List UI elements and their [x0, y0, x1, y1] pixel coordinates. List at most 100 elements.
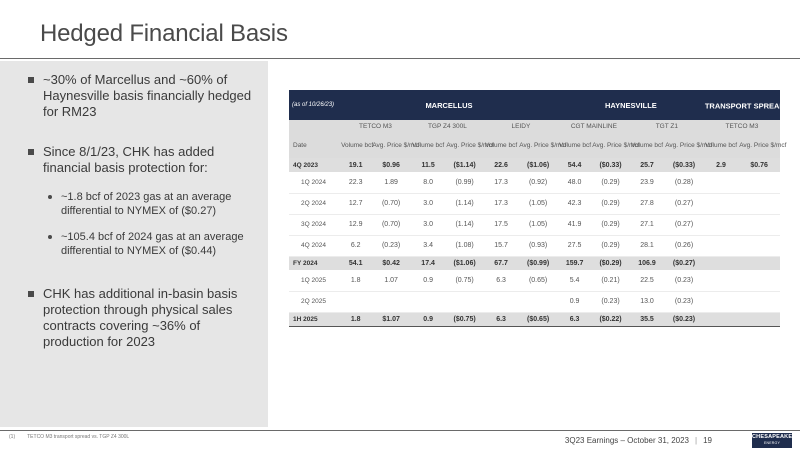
volume-cell: 17.5: [483, 214, 519, 236]
price-cell: (0.28): [664, 172, 704, 194]
volume-cell: 0.9: [410, 270, 446, 292]
table-row: 4Q 2023 19.1 $0.96 11.5 ($1.14) 22.6 ($1.06) 54…: [289, 158, 780, 172]
volume-cell: 13.0: [629, 291, 665, 313]
price-cell: (0.70): [371, 214, 411, 236]
price-cell: 1.07: [371, 270, 411, 292]
volume-cell: 11.5: [410, 158, 446, 172]
price-cell: (0.99): [445, 172, 484, 194]
volume-cell: 5.4: [557, 270, 592, 292]
price-cell: ($0.33): [591, 158, 630, 172]
volume-cell: 42.3: [557, 193, 592, 215]
bullet-text: ~30% of Marcellus and ~60% of Haynesvill…: [43, 72, 252, 119]
volume-cell: 28.1: [629, 235, 665, 257]
volume-cell: 22.6: [483, 158, 519, 172]
volume-cell: [703, 214, 739, 236]
price-cell: (0.21): [591, 270, 630, 292]
price-column-header: Avg. Price $/mcf: [738, 133, 786, 158]
price-cell: [738, 172, 780, 194]
table-row: 1H 2025 1.8 $1.07 0.9 ($0.75) 6.3 ($0.65) 6.3 ($…: [289, 312, 780, 327]
square-bullet-icon: [28, 149, 34, 155]
page-title: Hedged Financial Basis: [40, 20, 288, 47]
price-cell: $0.96: [371, 158, 411, 172]
footnote-text: TETCO M3 transport spread vs. TGP Z4 300…: [27, 434, 130, 440]
volume-cell: 8.0: [410, 172, 446, 194]
volume-cell: 0.9: [410, 312, 446, 327]
price-cell: [738, 193, 780, 215]
price-cell: ($0.22): [591, 312, 630, 327]
price-cell: (1.08): [445, 235, 484, 257]
bullet-panel: [0, 61, 268, 427]
table-row: 3Q 2024 12.9 (0.70) 3.0 (1.14) 17.5 (1.05) 41.9…: [289, 214, 780, 236]
row-date-label: 4Q 2024: [289, 235, 341, 257]
price-cell: ($0.75): [445, 312, 484, 327]
volume-cell: 6.2: [340, 235, 372, 257]
row-date-label: 2Q 2024: [289, 193, 341, 215]
sub-bullet-2024: ~105.4 bcf of 2024 gas at an average dif…: [28, 230, 258, 258]
price-cell: ($0.29): [591, 256, 630, 270]
group-header: TETCO M3: [340, 120, 411, 133]
price-cell: (1.14): [445, 193, 484, 215]
volume-cell: 22.5: [629, 270, 665, 292]
square-bullet-icon: [28, 291, 34, 297]
price-cell: [371, 291, 411, 313]
volume-cell: [703, 172, 739, 194]
hedge-table-container: (as of 10/26/23) MARCELLUS HAYNESVILLE T…: [289, 90, 790, 327]
volume-cell: 0.9: [557, 291, 592, 313]
volume-cell: 6.3: [483, 270, 519, 292]
volume-cell: 27.8: [629, 193, 665, 215]
pricing-point-row: TETCO M3 TGP Z4 300L LEIDY CGT MAINLINE …: [289, 120, 780, 133]
volume-cell: [340, 291, 372, 313]
volume-column-header: Volume bcf: [410, 133, 446, 158]
company-logo: CHESAPEAKE ENERGY: [752, 433, 792, 448]
price-cell: ($0.65): [518, 312, 558, 327]
volume-cell: 3.0: [410, 214, 446, 236]
row-date-label: 1H 2025: [289, 312, 341, 327]
group-header: CGT MAINLINE: [557, 120, 630, 133]
group-header: LEIDY: [483, 120, 558, 133]
price-cell: (0.27): [664, 214, 704, 236]
sub-bullet-text: ~105.4 bcf of 2024 gas at an average dif…: [61, 231, 244, 257]
price-cell: ($0.99): [518, 256, 558, 270]
price-cell: (0.92): [518, 172, 558, 194]
volume-cell: [703, 235, 739, 257]
sub-bullet-2023: ~1.8 bcf of 2023 gas at an average diffe…: [28, 190, 258, 218]
volume-column-header: Volume bcf: [703, 133, 739, 158]
price-cell: (0.27): [664, 193, 704, 215]
volume-cell: 27.5: [557, 235, 592, 257]
price-column-header: Avg. Price $/mcf: [518, 133, 566, 158]
table-row: FY 2024 54.1 $0.42 17.4 ($1.06) 67.7 ($0.99) 15…: [289, 256, 780, 270]
volume-cell: 17.3: [483, 172, 519, 194]
marcellus-header: MARCELLUS: [340, 90, 558, 120]
volume-cell: 3.0: [410, 193, 446, 215]
price-cell: ($1.06): [518, 158, 558, 172]
dot-bullet-icon: [48, 235, 52, 239]
price-cell: (0.23): [664, 270, 704, 292]
volume-cell: [703, 193, 739, 215]
price-cell: [738, 235, 780, 257]
price-cell: ($1.14): [445, 158, 484, 172]
haynesville-header: HAYNESVILLE: [557, 90, 704, 120]
transport-footnote-mark: (1): [784, 101, 791, 107]
volume-cell: 54.1: [340, 256, 372, 270]
volume-cell: 19.1: [340, 158, 372, 172]
row-date-label: 4Q 2023: [289, 158, 341, 172]
volume-cell: [703, 291, 739, 313]
footnote: (1) TETCO M3 transport spread vs. TGP Z4 …: [9, 434, 129, 440]
volume-cell: 159.7: [557, 256, 592, 270]
as-of-date: (as of 10/26/23): [289, 90, 341, 120]
volume-column-header: Volume bcf: [340, 133, 373, 158]
price-cell: ($0.23): [664, 312, 704, 327]
price-column-header: Avg. Price $/mcf: [445, 133, 494, 158]
volume-column-header: Volume bcf: [483, 133, 519, 158]
volume-cell: 106.9: [629, 256, 665, 270]
bullet-text: CHK has additional in-basin basis protec…: [43, 286, 238, 349]
transport-spread-label: TRANSPORT SPREAD: [704, 101, 785, 111]
footnote-number: (1): [9, 434, 16, 440]
price-cell: $0.76: [738, 158, 780, 172]
price-cell: (0.29): [591, 172, 630, 194]
price-column-header: Avg. Price $/mcf: [591, 133, 639, 158]
bullet-list: ~30% of Marcellus and ~60% of Haynesvill…: [28, 72, 258, 374]
transport-spread-header: TRANSPORT SPREAD(1): [703, 90, 790, 120]
price-cell: (0.93): [518, 235, 558, 257]
price-cell: [738, 214, 780, 236]
